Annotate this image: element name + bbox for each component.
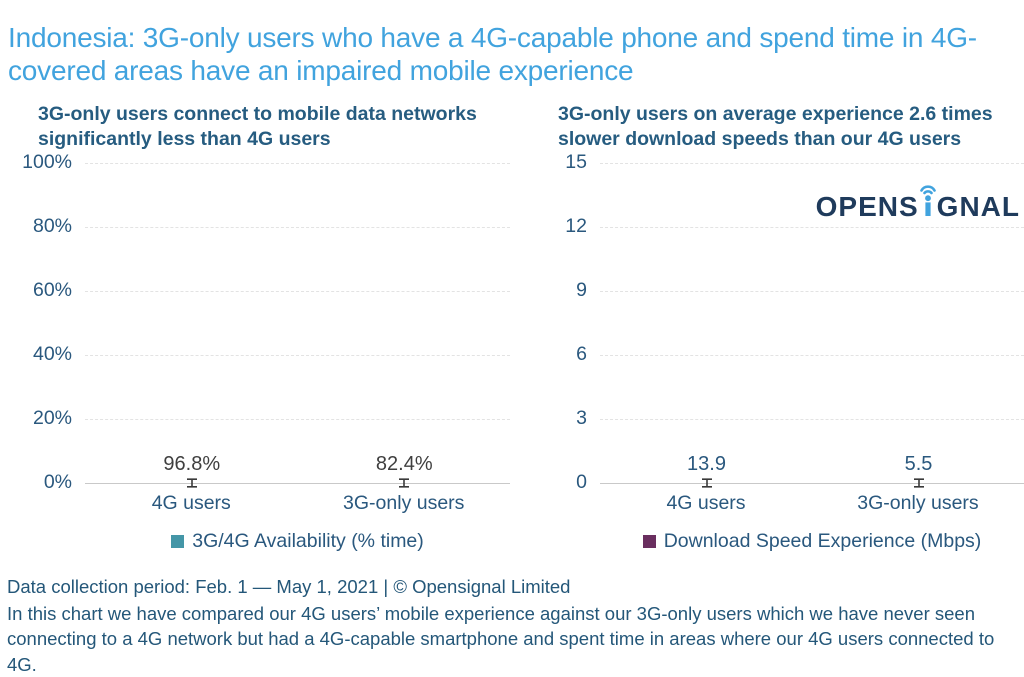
y-tick-label: 9 bbox=[576, 279, 587, 302]
speed-legend: Download Speed Experience (Mbps) bbox=[600, 530, 1024, 553]
bar-value-label: 13.9 bbox=[687, 453, 726, 476]
error-bar-icon bbox=[700, 478, 713, 488]
bar-value-label: 82.4% bbox=[376, 453, 433, 476]
signal-antenna-icon bbox=[920, 180, 936, 216]
y-tick-label: 40% bbox=[33, 343, 72, 366]
legend-label: Download Speed Experience (Mbps) bbox=[664, 530, 982, 553]
x-label-3g-only-users: 3G-only users bbox=[812, 492, 1024, 515]
logo-text-after: GNAL bbox=[937, 191, 1020, 222]
x-label-4g-users: 4G users bbox=[600, 492, 812, 515]
y-tick-label: 100% bbox=[22, 151, 72, 174]
y-tick-label: 80% bbox=[33, 215, 72, 238]
availability-legend: 3G/4G Availability (% time) bbox=[85, 530, 510, 553]
error-bar-icon bbox=[398, 478, 411, 488]
page-title: Indonesia: 3G-only users who have a 4G-c… bbox=[8, 21, 1013, 87]
footer-description: In this chart we have compared our 4G us… bbox=[7, 601, 999, 677]
opensignal-logo: OPENS GNAL bbox=[816, 180, 1020, 223]
availability-y-axis-labels: 100%80%60%40%20%0% bbox=[85, 163, 510, 483]
speed-chart-title: 3G-only users on average experience 2.6 … bbox=[558, 102, 1013, 152]
y-tick-label: 12 bbox=[565, 215, 587, 238]
y-tick-label: 3 bbox=[576, 407, 587, 430]
bar-value-label: 96.8% bbox=[163, 453, 220, 476]
bar-value-label: 5.5 bbox=[905, 453, 933, 476]
x-label-4g-users: 4G users bbox=[85, 492, 298, 515]
error-bar-icon bbox=[912, 478, 925, 488]
y-tick-label: 20% bbox=[33, 407, 72, 430]
y-tick-label: 6 bbox=[576, 343, 587, 366]
x-axis-line bbox=[600, 483, 1024, 484]
availability-x-axis-labels: 4G users 3G-only users bbox=[85, 492, 510, 515]
error-bar-icon bbox=[185, 478, 198, 488]
y-tick-label: 60% bbox=[33, 279, 72, 302]
legend-label: 3G/4G Availability (% time) bbox=[192, 530, 424, 553]
y-tick-label: 0% bbox=[44, 471, 72, 494]
availability-chart-title: 3G-only users connect to mobile data net… bbox=[38, 102, 493, 152]
availability-plot-area: 100%80%60%40%20%0% 96.8% 82.4% bbox=[85, 163, 510, 483]
x-axis-line bbox=[85, 483, 510, 484]
x-label-3g-only-users: 3G-only users bbox=[298, 492, 511, 515]
logo-text-before: OPENS bbox=[816, 191, 919, 222]
speed-x-axis-labels: 4G users 3G-only users bbox=[600, 492, 1024, 515]
y-tick-label: 15 bbox=[565, 151, 587, 174]
data-collection-period: Data collection period: Feb. 1 — May 1, … bbox=[7, 574, 999, 600]
legend-swatch-purple bbox=[643, 535, 656, 548]
legend-swatch-teal bbox=[171, 535, 184, 548]
footer: Data collection period: Feb. 1 — May 1, … bbox=[7, 574, 999, 677]
y-tick-label: 0 bbox=[576, 471, 587, 494]
